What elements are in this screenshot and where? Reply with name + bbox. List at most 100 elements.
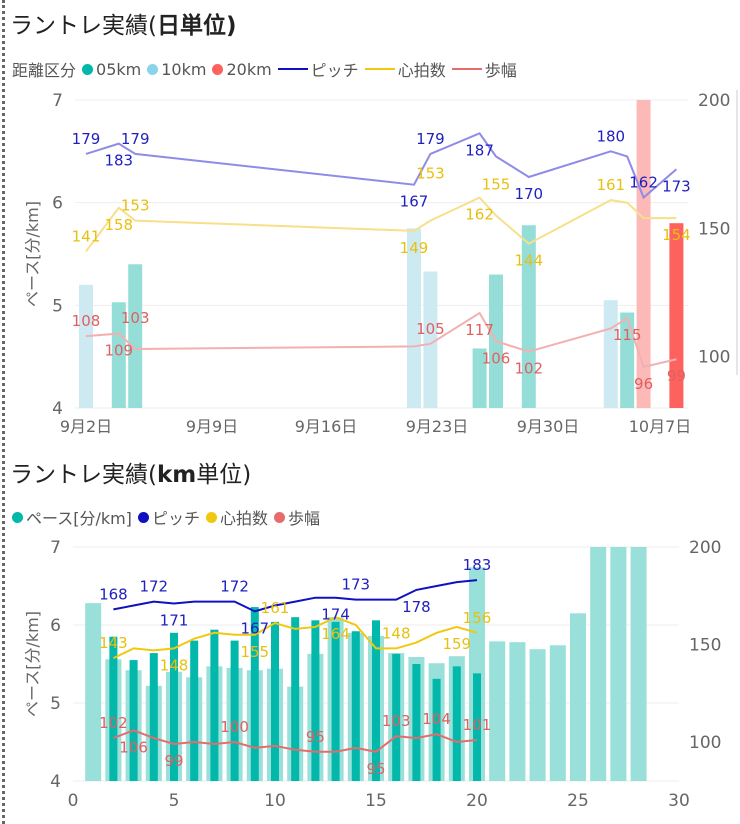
bar-pace (271, 621, 279, 781)
legend-hr: 心拍数 (364, 57, 446, 81)
y-tick-label: 5 (50, 694, 61, 714)
legend-pace: ペース[分/km] (12, 505, 132, 529)
data-label: 155 (482, 176, 511, 194)
bar-pace (109, 636, 118, 781)
bar-pace (351, 631, 360, 781)
data-label: 143 (99, 634, 128, 652)
data-label: 103 (121, 309, 150, 327)
data-label: 167 (400, 193, 429, 211)
bar-pace-faded (85, 603, 102, 781)
y2-tick-label: 150 (698, 219, 730, 239)
data-label: 180 (596, 127, 625, 145)
bar-pace (129, 660, 138, 781)
x-tick-label: 0 (68, 791, 79, 811)
chart2-legend: ペース[分/km] ピッチ 心拍数 歩幅 (12, 505, 320, 529)
data-label: 95 (366, 760, 385, 778)
bar-pace-faded (509, 642, 526, 781)
data-label: 102 (99, 714, 128, 732)
data-label: 148 (382, 624, 411, 642)
bar-pace (291, 617, 300, 781)
data-label: 109 (104, 342, 133, 360)
bar-pace-faded (549, 645, 566, 781)
data-label: 148 (160, 656, 189, 674)
data-label: 99 (667, 367, 686, 385)
chart1: 4 5 6 7 100 150 200 ペース[分/km] 9月2日 9月9日 9月16日 9月23日… (23, 90, 738, 436)
x-tick-label: 10 (264, 791, 286, 811)
data-label: 95 (306, 728, 325, 746)
bar-05km (128, 264, 143, 408)
bar-pace (412, 664, 421, 781)
x-tick-label: 20 (466, 791, 488, 811)
data-label: 144 (514, 252, 543, 270)
data-label: 158 (104, 216, 133, 234)
x-tick-label: 30 (668, 791, 690, 811)
legend-hr: 心拍数 (205, 505, 268, 529)
series-line-1 (112, 616, 478, 660)
y2-tick-label: 150 (689, 636, 721, 656)
y2-tick-label: 100 (698, 348, 730, 368)
data-label: 171 (160, 612, 189, 630)
data-label: 103 (382, 712, 411, 730)
legend-pitch: ピッチ (137, 505, 200, 529)
bar-pace (473, 673, 481, 781)
data-label: 96 (634, 375, 653, 393)
y-tick-label: 5 (52, 296, 63, 316)
data-label: 178 (402, 598, 431, 616)
data-label: 154 (662, 226, 691, 244)
bar-05km (521, 225, 536, 408)
bar-10km (423, 271, 438, 408)
y-tick-label: 6 (50, 616, 61, 636)
y-tick-label: 7 (52, 91, 63, 111)
data-label: 106 (482, 349, 511, 367)
data-label: 100 (220, 718, 249, 736)
data-label: 153 (416, 165, 445, 183)
panel-border (2, 0, 5, 824)
data-label: 105 (416, 320, 445, 338)
x-tick-label: 9月2日 (60, 417, 112, 436)
bar-20km (669, 223, 684, 408)
data-label: 159 (442, 635, 471, 653)
bar-pace-faded (630, 547, 647, 781)
x-tick-label: 9月30日 (517, 417, 580, 436)
legend-10km: 10km (147, 60, 206, 79)
series-line-1 (85, 196, 677, 253)
bar-pace (311, 620, 320, 781)
data-label: 161 (261, 599, 290, 617)
y-tick-label: 6 (52, 194, 63, 214)
bar-10km (79, 284, 93, 408)
y2-tick-label: 100 (689, 733, 721, 753)
bar-pace (432, 678, 441, 781)
data-label: 155 (240, 643, 269, 661)
x-tick-label: 15 (365, 791, 387, 811)
legend-title: 距離区分 (12, 61, 77, 80)
data-label: 179 (72, 130, 101, 148)
data-label: 153 (121, 197, 150, 215)
data-label: 173 (341, 576, 370, 594)
bar-pace (372, 620, 380, 781)
chart2-title: ラントレ実績(km単位) (10, 462, 252, 488)
y-tick-label: 4 (50, 772, 61, 792)
legend-pitch: ピッチ (277, 57, 359, 81)
legend-stride: 歩幅 (451, 57, 517, 81)
data-label: 106 (119, 738, 148, 756)
x-tick-label: 9月16日 (295, 417, 358, 436)
y-axis-title: ペース[分/km] (23, 611, 42, 717)
data-label: 167 (240, 619, 269, 637)
bar-pace (331, 621, 340, 781)
data-label: 108 (72, 312, 101, 330)
data-label: 187 (465, 141, 494, 159)
data-label: 179 (416, 130, 445, 148)
x-tick-label: 9月9日 (186, 417, 238, 436)
data-label: 170 (514, 185, 543, 203)
x-tick-label: 5 (169, 791, 180, 811)
bar-pace-faded (570, 613, 586, 781)
y2-tick-label: 200 (689, 538, 721, 558)
bar-05km (472, 348, 487, 408)
bar-pace (149, 653, 158, 781)
series-line-0 (113, 579, 478, 613)
data-label: 172 (220, 578, 249, 596)
y-tick-label: 4 (52, 399, 63, 419)
data-label: 141 (72, 227, 101, 245)
x-tick-label: 25 (567, 791, 589, 811)
